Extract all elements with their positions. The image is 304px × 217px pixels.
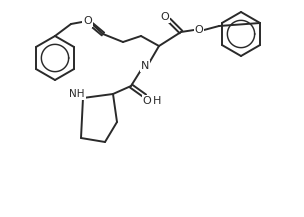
Text: O: O <box>161 12 169 22</box>
Text: NH: NH <box>69 89 85 99</box>
Text: O: O <box>84 16 92 26</box>
Text: O: O <box>195 25 203 35</box>
Text: H: H <box>153 96 161 106</box>
Text: N: N <box>141 61 149 71</box>
Text: O: O <box>83 17 92 27</box>
Text: O: O <box>143 96 151 106</box>
